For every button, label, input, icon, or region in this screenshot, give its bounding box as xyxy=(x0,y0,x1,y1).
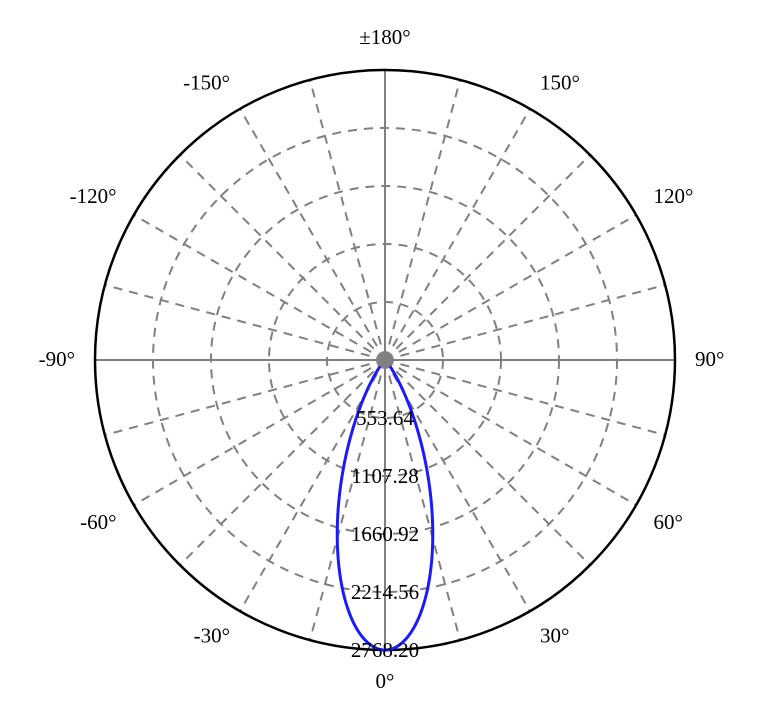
radial-label: 1107.28 xyxy=(351,464,418,488)
angle-label: -60° xyxy=(80,510,116,534)
spoke-line xyxy=(105,285,385,360)
spoke-line xyxy=(240,109,385,360)
radial-label: 2214.56 xyxy=(351,580,419,604)
spoke-line xyxy=(385,155,590,360)
polar-chart: 0° 30° 60° 90° 120° 150° ±180° -150° -120° -90° -6… xyxy=(0,0,770,711)
radial-label: 1660.92 xyxy=(351,522,419,546)
angle-label: -90° xyxy=(39,347,75,371)
radial-label: 2768.20 xyxy=(351,638,419,662)
angle-label: -150° xyxy=(183,71,230,95)
angle-label: -30° xyxy=(194,623,230,647)
center-dot xyxy=(377,352,393,368)
angle-label: -120° xyxy=(70,184,117,208)
angle-label: 60° xyxy=(653,510,682,534)
radial-label: 553.64 xyxy=(356,406,414,430)
spoke-line xyxy=(310,80,385,360)
spoke-line xyxy=(385,285,665,360)
spoke-line xyxy=(385,360,665,435)
angle-label: 0° xyxy=(376,669,395,693)
angle-label: ±180° xyxy=(359,25,410,49)
angle-label: 150° xyxy=(540,71,580,95)
spoke-line xyxy=(385,109,530,360)
angle-label: 90° xyxy=(695,347,724,371)
spoke-line xyxy=(385,215,636,360)
spoke-line xyxy=(134,215,385,360)
polar-svg: 0° 30° 60° 90° 120° 150° ±180° -150° -120° -90° -6… xyxy=(0,0,770,711)
spoke-line xyxy=(134,360,385,505)
spoke-line xyxy=(385,360,636,505)
spoke-line xyxy=(385,80,460,360)
spoke-line xyxy=(105,360,385,435)
angle-label: 120° xyxy=(653,184,693,208)
angle-label: 30° xyxy=(540,623,569,647)
spoke-line xyxy=(180,155,385,360)
